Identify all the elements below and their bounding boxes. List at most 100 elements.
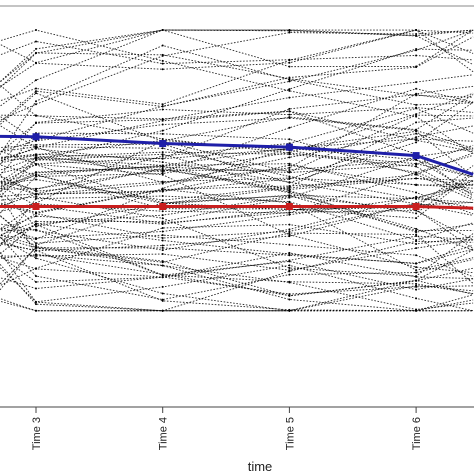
individual-point	[35, 303, 37, 306]
individual-point	[415, 288, 418, 291]
individual-point	[161, 169, 164, 172]
individual-point	[161, 147, 164, 150]
individual-point	[35, 190, 37, 193]
individual-point	[161, 123, 164, 126]
individual-point	[415, 33, 418, 36]
individual-point	[415, 271, 418, 274]
individual-point	[161, 237, 164, 240]
individual-point	[35, 40, 37, 43]
individual-point	[35, 29, 37, 32]
individual-line	[0, 147, 474, 193]
individual-point	[161, 292, 164, 295]
individual-line	[0, 117, 474, 201]
individual-point	[35, 114, 37, 117]
individual-point	[161, 151, 164, 154]
individual-line	[0, 237, 474, 264]
individual-point	[288, 191, 291, 194]
individual-point	[161, 276, 164, 279]
individual-line	[0, 88, 474, 173]
individual-line	[0, 94, 474, 165]
individual-point	[415, 54, 418, 57]
individual-point	[415, 34, 418, 37]
individual-line	[0, 84, 474, 153]
individual-point	[161, 132, 164, 135]
individual-point	[415, 284, 418, 287]
individual-point	[288, 232, 291, 235]
individual-line	[0, 107, 474, 166]
individual-line	[0, 29, 474, 105]
individual-point	[415, 139, 418, 142]
individual-point	[288, 117, 291, 120]
individual-point	[161, 182, 164, 185]
individual-line	[0, 101, 474, 184]
individual-point	[288, 96, 291, 99]
individual-line	[0, 148, 474, 211]
individual-point	[415, 197, 418, 200]
individual-point	[415, 113, 418, 116]
individual-point	[35, 220, 37, 223]
individual-point	[161, 62, 164, 65]
individual-line	[0, 201, 474, 231]
individual-line	[0, 29, 474, 88]
individual-point	[288, 187, 291, 190]
individual-point	[35, 171, 37, 174]
individual-point	[35, 100, 37, 103]
individual-point	[288, 80, 291, 83]
individual-point	[288, 309, 291, 312]
mean-point	[412, 152, 420, 160]
individual-point	[35, 147, 37, 150]
individual-point	[161, 170, 164, 173]
individual-point	[161, 119, 164, 122]
individual-point	[35, 162, 37, 165]
individual-line	[0, 180, 474, 252]
individual-point	[35, 90, 37, 93]
individual-point	[35, 195, 37, 198]
individual-line	[0, 29, 474, 153]
individual-line	[0, 144, 474, 184]
individual-line	[0, 176, 474, 192]
mean-point	[32, 133, 40, 141]
individual-point	[35, 275, 37, 278]
individual-line	[0, 173, 474, 219]
individual-line	[0, 237, 474, 312]
individual-point	[288, 184, 291, 187]
individual-point	[415, 254, 418, 257]
individual-point	[415, 141, 418, 144]
individual-point	[161, 129, 164, 132]
individual-point	[161, 59, 164, 62]
individual-line	[0, 243, 474, 312]
individual-line	[0, 130, 474, 177]
mean-line-1	[0, 134, 474, 176]
individual-line	[0, 29, 474, 154]
individual-point	[415, 242, 418, 245]
individual-point	[161, 285, 164, 288]
individual-line	[0, 164, 474, 207]
individual-point	[161, 68, 164, 71]
individual-line	[0, 29, 474, 121]
individual-point	[415, 81, 418, 84]
individual-point	[288, 213, 291, 216]
individual-point	[288, 228, 291, 231]
individual-point	[161, 165, 164, 168]
individual-line	[0, 224, 474, 287]
individual-point	[161, 260, 164, 263]
individual-point	[35, 154, 37, 157]
individual-point	[415, 103, 418, 106]
individual-point	[415, 49, 418, 52]
individual-point	[35, 212, 37, 215]
individual-point	[415, 282, 418, 285]
individual-point	[288, 259, 291, 262]
individual-point	[288, 200, 291, 203]
individual-line	[0, 177, 474, 237]
individual-point	[161, 223, 164, 226]
individual-point	[415, 191, 418, 194]
individual-point	[161, 230, 164, 233]
individual-point	[35, 187, 37, 190]
individual-point	[35, 197, 37, 200]
individual-point	[35, 139, 37, 142]
plot-frame	[0, 5, 474, 408]
individual-line	[0, 29, 474, 107]
individual-line	[0, 263, 474, 312]
individual-line	[0, 257, 474, 295]
individual-line	[0, 152, 474, 205]
